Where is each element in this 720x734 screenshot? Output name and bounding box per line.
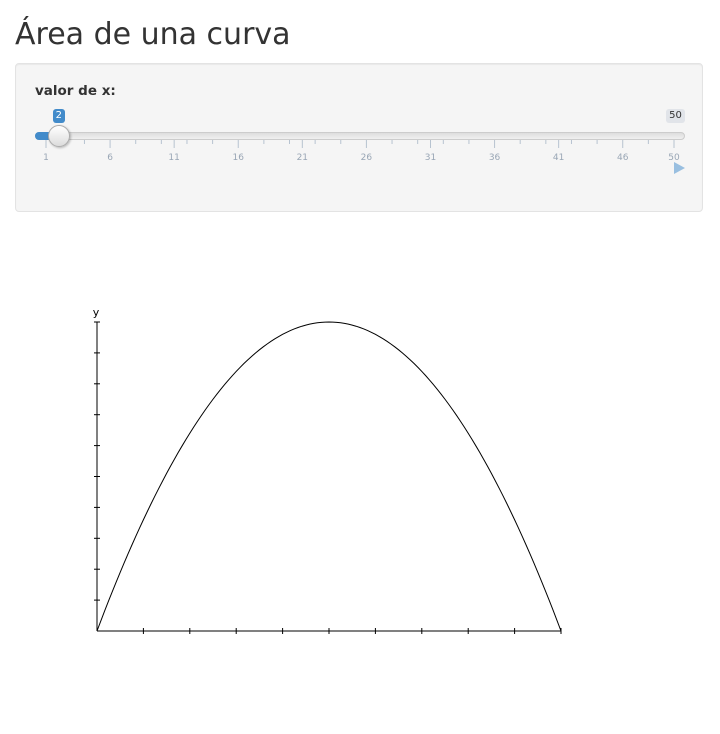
slider-tick-label: 41 [552,153,565,163]
slider-tick-label: 26 [360,153,373,163]
slider-tick-label: 6 [107,153,113,163]
slider-tick-label: 31 [424,153,437,163]
control-panel: valor de x: 2 50 1 6 11 16 21 26 31 36 41 46 50 [15,63,703,212]
y-axis-label: y [93,306,100,319]
slider-tick-label: 1 [43,153,49,163]
slider-handle[interactable] [47,125,70,147]
slider-tick-label: 46 [617,153,629,163]
page-title: Área de una curva [15,17,291,52]
slider-fill-bar [35,132,59,140]
slider-current-value: 2 [52,109,65,123]
slider-tick-label: 21 [296,153,309,163]
area-curve-chart: y [93,306,562,634]
slider-tick-label: 36 [488,153,501,163]
slider-tick-label: 50 [668,153,680,163]
slider-label: valor de x: [35,83,116,99]
x-value-slider[interactable]: 2 50 1 6 11 16 21 26 31 36 41 46 50 [16,64,702,211]
play-icon[interactable] [672,161,686,175]
slider-max-value: 50 [666,109,685,123]
slider-tick-label: 16 [232,153,244,163]
slider-tick-label: 11 [168,153,180,163]
slider-track[interactable] [35,132,685,140]
curve-line [96,321,562,632]
